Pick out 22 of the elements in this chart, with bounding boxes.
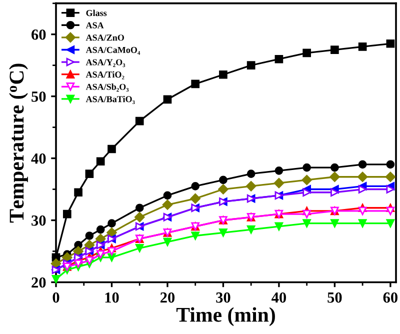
legend-label: Glass	[86, 10, 107, 16]
x-tick-label: 30	[216, 292, 230, 303]
y-tick-label: 60	[32, 29, 46, 40]
x-tick-label: 40	[272, 292, 286, 303]
legend-label: ASA/BaTiO₃	[86, 96, 135, 104]
legend-label: ASA/TiO₂	[86, 71, 124, 80]
x-axis-title: Time (min)	[176, 307, 275, 326]
x-tick-label: 10	[105, 292, 119, 303]
legend-label: ASA/Y₂O₃	[86, 59, 126, 68]
legend-label: ASA/Sb₂O₃	[86, 84, 129, 92]
y-tick-label: 50	[32, 91, 46, 102]
x-tick-label: 60	[383, 292, 398, 303]
x-tick-label: 0	[52, 292, 60, 303]
legend-label: ASA	[86, 22, 104, 28]
y-tick-label: 40	[31, 153, 46, 164]
x-tick-label: 20	[160, 292, 175, 303]
legend-label: ASA/CaMoO₄	[86, 46, 140, 55]
y-tick-label: 30	[32, 215, 46, 226]
y-tick-label: 20	[32, 277, 46, 288]
x-tick-label: 50	[328, 292, 342, 303]
legend-label: ASA/ZnO	[86, 34, 124, 41]
y-axis-title: Temperature ($^{o}$C)	[9, 64, 28, 223]
